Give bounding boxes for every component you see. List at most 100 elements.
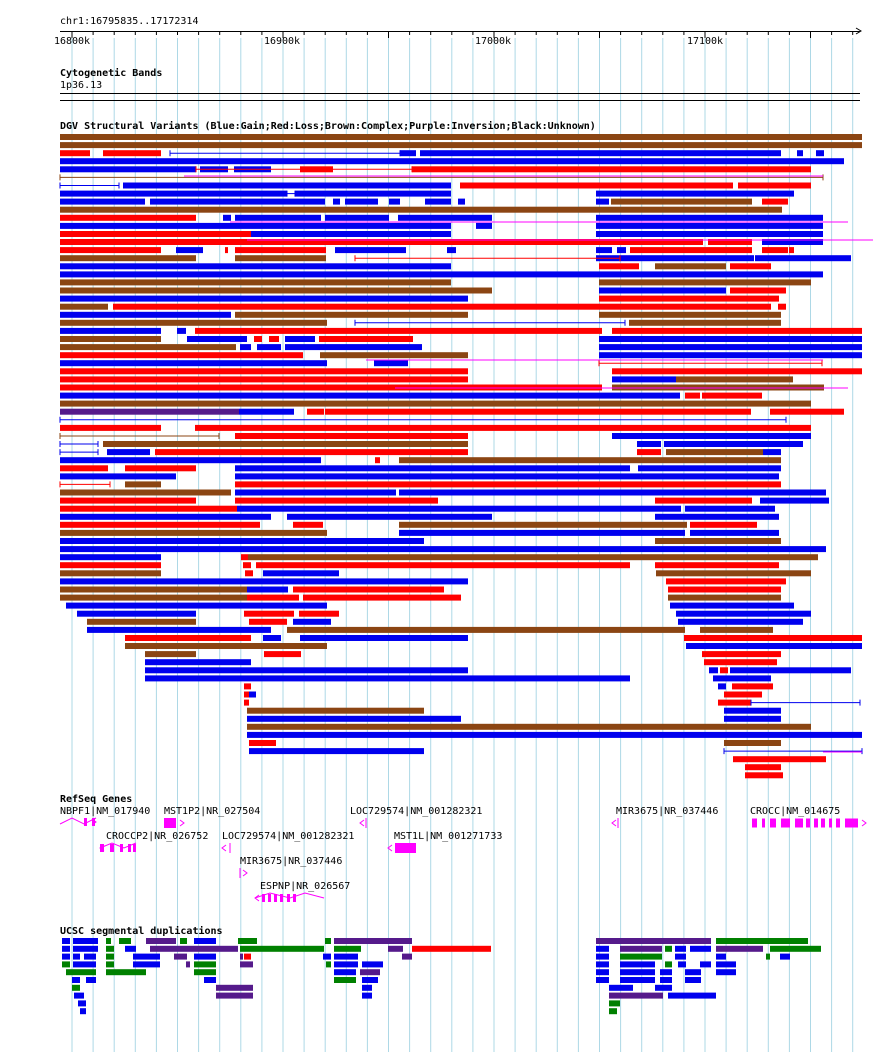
gene-exon	[845, 818, 858, 828]
dgv-variant-bar	[263, 570, 339, 577]
gene-label-mst1p2[interactable]: MST1P2|NR_027504	[164, 806, 261, 817]
dgv-variant-bar	[264, 651, 301, 658]
gene-label-loc729574-2[interactable]: LOC729574|NM_001282321	[222, 831, 355, 842]
dgv-variant-bar	[399, 529, 685, 536]
gene-label-loc729574[interactable]: LOC729574|NM_001282321	[350, 806, 483, 817]
dgv-variant-bar	[412, 166, 811, 173]
dgv-variant-bar	[87, 626, 271, 633]
dgv-variant-bar	[269, 336, 279, 342]
gene-exon	[133, 844, 136, 852]
gene-exon	[280, 894, 283, 902]
dgv-variant-bar	[235, 311, 468, 318]
dgv-variant-bar	[738, 182, 811, 189]
segdup-feature	[186, 961, 190, 968]
segdup-feature	[194, 953, 216, 960]
gene-exon	[84, 818, 87, 826]
dgv-variant-bar	[60, 529, 327, 536]
dgv-variant-bar	[249, 691, 256, 698]
track-title-refseq[interactable]: RefSeq Genes	[60, 794, 133, 805]
dgv-variant-bar	[629, 319, 781, 326]
segdup-feature	[360, 969, 380, 976]
segdup-feature	[334, 977, 356, 983]
segdup-feature	[685, 969, 701, 976]
dgv-variant-bar	[285, 336, 315, 342]
gene-label-espnp[interactable]: ESPNP|NR_026567	[260, 881, 351, 892]
dgv-variant-bar	[325, 408, 751, 415]
segdup-feature	[84, 953, 96, 960]
dgv-variant-bar	[664, 441, 803, 447]
gene-label-crocc[interactable]: CROCC|NM_014675	[750, 806, 841, 817]
dgv-variant-bar	[60, 271, 823, 278]
dgv-variant-bar	[755, 255, 851, 262]
dgv-variant-bar	[335, 247, 406, 254]
gene-exon	[395, 843, 416, 853]
dgv-variant-bar	[303, 594, 461, 601]
segdup-feature	[73, 953, 80, 960]
dgv-variant-bar	[720, 667, 728, 674]
segdup-feature	[62, 961, 70, 968]
dgv-variant-bar	[60, 400, 811, 407]
dgv-variant-bar	[244, 691, 249, 698]
dgv-variant-bar	[325, 214, 389, 221]
track-title-dgv[interactable]: DGV Structural Variants (Blue:Gain;Red:L…	[60, 121, 596, 132]
dgv-variant-bar	[60, 231, 251, 237]
dgv-variant-bar	[797, 150, 803, 157]
gene-strand-arrow	[242, 869, 248, 877]
segdup-feature	[73, 961, 96, 968]
dgv-variant-bar	[770, 408, 844, 415]
segdup-feature	[133, 961, 160, 968]
dgv-variant-bar	[307, 408, 324, 415]
segdup-feature	[685, 977, 701, 983]
dgv-variant-bar	[60, 344, 236, 351]
dgv-variant-bar	[320, 352, 468, 359]
gene-exon	[293, 894, 296, 902]
gene-label-mir3675-2[interactable]: MIR3675|NR_037446	[240, 856, 343, 867]
gene-strand-arrow	[254, 894, 260, 902]
dgv-variant-bar	[299, 610, 339, 617]
segdup-feature	[678, 961, 686, 968]
dgv-variant-bar	[730, 263, 771, 270]
dgv-variant-bar	[374, 360, 408, 367]
dgv-variant-bar	[60, 384, 602, 391]
gene-label-nbpf1[interactable]: NBPF1|NM_017940	[60, 806, 151, 817]
dgv-variant-bar	[60, 190, 287, 197]
segdup-feature	[194, 938, 216, 944]
dgv-variant-bar	[596, 222, 823, 229]
dgv-variant-bar	[686, 643, 862, 649]
dgv-variant-bar	[398, 214, 492, 221]
dgv-variant-bar	[247, 723, 811, 730]
dgv-variant-bar	[60, 255, 196, 262]
gene-exon	[806, 818, 810, 828]
dgv-variant-bar	[60, 570, 161, 577]
segdup-feature	[74, 992, 84, 999]
gene-exon	[762, 818, 765, 828]
track-title-cytobands[interactable]: Cytogenetic Bands	[60, 68, 163, 79]
gene-exon	[262, 894, 265, 902]
segdup-feature	[780, 953, 790, 960]
track-title-segdup[interactable]: UCSC segmental duplications	[60, 926, 223, 937]
dgv-variant-bar	[145, 667, 468, 674]
segdup-feature	[62, 938, 70, 944]
dgv-variant-bar	[375, 457, 380, 464]
segdup-feature	[106, 945, 114, 952]
dgv-variant-bar	[762, 247, 788, 254]
segdup-feature	[240, 961, 253, 968]
gene-label-croccp2[interactable]: CROCCP2|NR_026752	[106, 831, 209, 842]
gene-label-mir3675[interactable]: MIR3675|NR_037446	[616, 806, 719, 817]
dgv-variant-bar	[60, 546, 826, 553]
gene-exon	[274, 894, 277, 902]
segdup-feature	[78, 1000, 86, 1007]
dgv-variant-bar	[655, 538, 781, 544]
dgv-variant-bar	[237, 505, 681, 512]
segdup-feature	[620, 977, 655, 983]
dgv-variant-bar	[247, 707, 424, 714]
dgv-variant-bar	[596, 190, 794, 197]
segdup-feature	[119, 938, 131, 944]
gene-label-mst1l[interactable]: MST1L|NM_001271733	[394, 831, 503, 842]
segdup-feature	[716, 945, 763, 952]
dgv-variant-bar	[745, 772, 783, 779]
dgv-variant-bar	[235, 433, 468, 439]
